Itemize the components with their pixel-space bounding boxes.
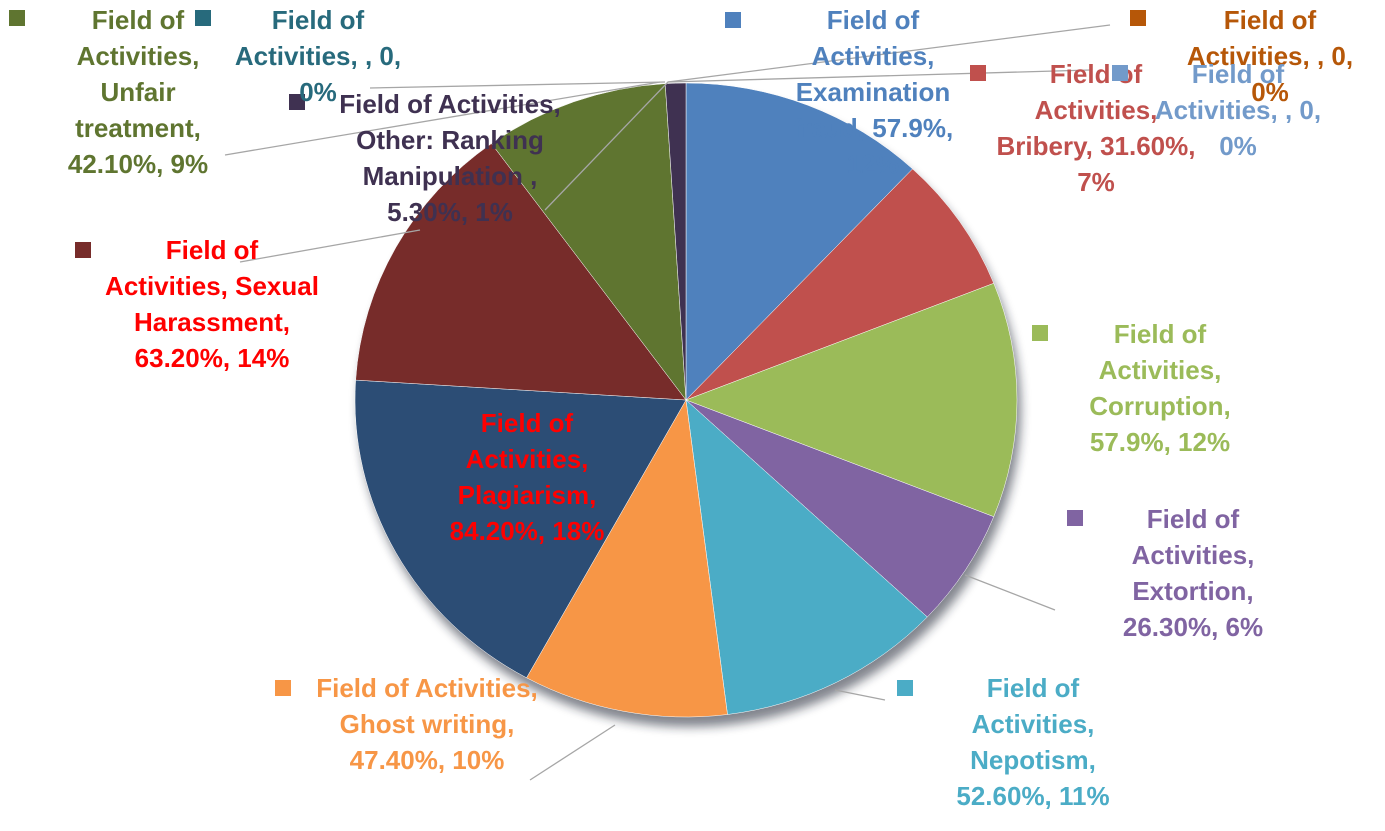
data-label: Field of Activities, Corruption, 57.9%, 12%: [1089, 319, 1231, 457]
label-line: fraud, 57.9%,: [793, 113, 953, 143]
legend-marker: [897, 680, 913, 696]
slice: [664, 82, 687, 401]
label-line: Activities,: [1132, 540, 1255, 570]
label-line: Activities,: [972, 709, 1095, 739]
data-label: Field of Activities, Other: Ranking Manipu…: [339, 89, 561, 227]
label-line: 57.9%, 12%: [1090, 427, 1230, 457]
slice: [685, 399, 995, 618]
legend-marker: [9, 10, 25, 26]
data-label: Field of Activities, Sexual Harassment, 63.…: [105, 235, 319, 373]
label-line: 12%: [847, 149, 899, 179]
label-line: Activities, Sexual: [105, 271, 319, 301]
data-label: Field of Activities, , 0, 0%: [235, 5, 401, 107]
label-line: Activities,: [1099, 355, 1222, 385]
legend-marker: [970, 65, 986, 81]
data-label: Field of Activities, , 0, 0%: [1155, 59, 1321, 161]
data-label: Field of Activities, Plagiarism, 84.20%, 18…: [450, 408, 605, 546]
slice: [354, 379, 687, 679]
data-label: Field of Activities, Extortion, 26.30%, 6%: [1123, 504, 1263, 642]
label-line: Field of: [987, 673, 1080, 703]
label-line: Field of: [1192, 59, 1285, 89]
legend-marker: [1032, 325, 1048, 341]
legend-marker: [195, 10, 211, 26]
slice: [685, 282, 1018, 518]
legend-marker: [400, 412, 416, 428]
leader-line: [239, 229, 421, 263]
labels: Field of Activities, Examination fraud, 57.…: [9, 5, 1353, 811]
label-line: Activities, , 0,: [235, 41, 401, 71]
label-line: Harassment,: [134, 307, 290, 337]
leader-line: [834, 689, 886, 701]
label-line: 63.20%, 14%: [135, 343, 290, 373]
label-line: Plagiarism,: [458, 480, 597, 510]
legend-marker: [1130, 10, 1146, 26]
data-label: Field of Activities, Ghost writing, 47.40%…: [316, 673, 538, 775]
label-line: Field of: [1114, 319, 1207, 349]
label-line: Manipulation ,: [363, 161, 538, 191]
label-line: Other: Ranking: [356, 125, 544, 155]
label-line: 5.30%, 1%: [387, 197, 513, 227]
data-label: Field of Activities, Bribery, 31.60%, 7%: [997, 59, 1196, 197]
label-line: Field of: [481, 408, 574, 438]
leader-lines: [224, 24, 1111, 781]
label-line: 47.40%, 10%: [350, 745, 505, 775]
leader-line: [224, 81, 661, 156]
label-line: 42.10%, 9%: [68, 149, 208, 179]
label-line: 0%: [1251, 77, 1289, 107]
label-line: Bribery, 31.60%,: [997, 131, 1196, 161]
slice: [685, 168, 995, 401]
label-line: Unfair: [100, 77, 175, 107]
label-line: Field of Activities,: [316, 673, 538, 703]
label-line: Extortion,: [1132, 576, 1253, 606]
label-line: 52.60%, 11%: [956, 781, 1109, 811]
slice: [491, 83, 687, 401]
label-line: Field of: [272, 5, 365, 35]
label-line: Corruption,: [1089, 391, 1231, 421]
label-line: Activities,: [466, 444, 589, 474]
leader-line: [529, 724, 616, 781]
legend-marker: [1112, 65, 1128, 81]
label-line: 7%: [1077, 167, 1115, 197]
label-line: Field of: [1050, 59, 1143, 89]
legend-marker: [725, 12, 741, 28]
label-line: Ghost writing,: [340, 709, 515, 739]
label-line: Activities,: [1035, 95, 1158, 125]
legend-marker: [275, 680, 291, 696]
label-line: treatment,: [75, 113, 201, 143]
slice: [685, 399, 928, 715]
slice: [526, 399, 728, 718]
label-line: Examination: [796, 77, 951, 107]
label-line: 0%: [299, 77, 337, 107]
label-line: Activities, , 0,: [1155, 95, 1321, 125]
leader-line: [369, 81, 666, 89]
data-label: Field of Activities, Examination fraud, 57.…: [793, 5, 953, 179]
leader-line: [964, 574, 1056, 611]
label-line: 84.20%, 18%: [450, 516, 605, 546]
label-line: Field of: [827, 5, 920, 35]
label-line: Field of: [1224, 5, 1317, 35]
legend-marker: [289, 94, 305, 110]
data-label: Field of Activities, , 0, 0%: [1187, 5, 1353, 107]
data-label: Field of Activities, Nepotism, 52.60%, 11%: [956, 673, 1109, 811]
label-line: Activities,: [77, 41, 200, 71]
label-line: Field of: [166, 235, 259, 265]
label-line: Field of: [92, 5, 185, 35]
label-line: Nepotism,: [970, 745, 1096, 775]
slice: [685, 82, 913, 401]
label-line: Activities,: [812, 41, 935, 71]
data-label: Field of Activities, Unfair treatment, 42.10…: [68, 5, 208, 179]
label-line: 0%: [1219, 131, 1257, 161]
legend-marker: [75, 242, 91, 258]
slices: [354, 82, 1018, 718]
label-line: Activities, , 0,: [1187, 41, 1353, 71]
slice: [355, 143, 687, 401]
leader-line: [667, 69, 1091, 83]
legend-marker: [1067, 510, 1083, 526]
label-line: Field of: [1147, 504, 1240, 534]
label-line: 26.30%, 6%: [1123, 612, 1263, 642]
label-line: Field of Activities,: [339, 89, 561, 119]
